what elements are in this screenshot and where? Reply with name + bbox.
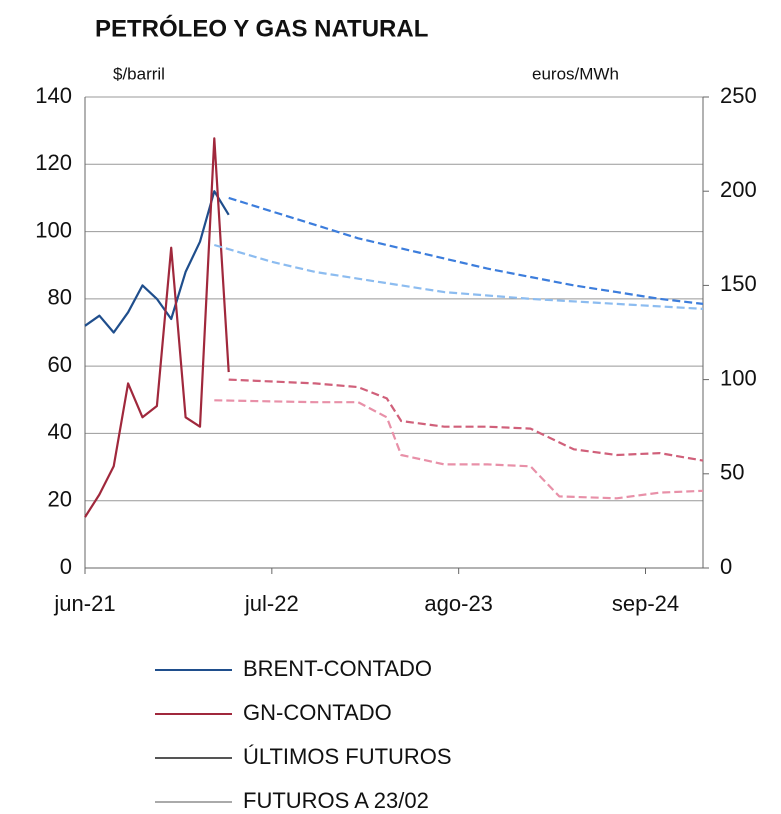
- series-line: [213, 243, 704, 310]
- y-tick-label: 100: [35, 217, 72, 242]
- legend-label: GN-CONTADO: [243, 700, 392, 725]
- series-line: [214, 399, 704, 500]
- x-tick-label: sep-24: [612, 591, 679, 616]
- x-tick-label: ago-23: [424, 591, 493, 616]
- x-tick-label: jun-21: [53, 591, 115, 616]
- y2-tick-label: 150: [720, 271, 757, 296]
- y2-tick-label: 250: [720, 83, 757, 108]
- series-line: [228, 378, 704, 462]
- y-tick-label: 80: [48, 285, 72, 310]
- chart-title: PETRÓLEO Y GAS NATURAL: [95, 14, 428, 42]
- y-tick-label: 140: [35, 83, 72, 108]
- legend-label: BRENT-CONTADO: [243, 656, 432, 681]
- legend-label: FUTUROS A 23/02: [243, 788, 429, 813]
- series-line: [228, 196, 704, 305]
- series-line: [84, 137, 230, 518]
- series-line: [84, 190, 230, 334]
- y2-axis-label: euros/MWh: [532, 64, 619, 83]
- y2-tick-label: 200: [720, 177, 757, 202]
- y-tick-label: 20: [48, 487, 72, 512]
- legend-label: ÚLTIMOS FUTUROS: [243, 744, 452, 769]
- y-tick-label: 60: [48, 352, 72, 377]
- y-tick-label: 40: [48, 419, 72, 444]
- y-tick-label: 0: [60, 554, 72, 579]
- y2-tick-label: 100: [720, 365, 757, 390]
- x-tick-label: jul-22: [244, 591, 299, 616]
- y2-tick-label: 0: [720, 554, 732, 579]
- y-axis-label: $/barril: [113, 64, 165, 83]
- y2-tick-label: 50: [720, 460, 744, 485]
- y-tick-label: 120: [35, 150, 72, 175]
